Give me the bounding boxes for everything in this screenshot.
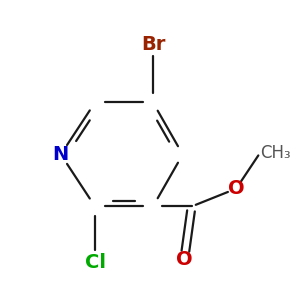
Text: O: O <box>176 250 193 269</box>
Text: CH₃: CH₃ <box>260 144 291 162</box>
Text: Cl: Cl <box>85 254 106 272</box>
Text: Br: Br <box>141 35 165 54</box>
Text: O: O <box>228 179 244 198</box>
Text: N: N <box>53 145 69 164</box>
